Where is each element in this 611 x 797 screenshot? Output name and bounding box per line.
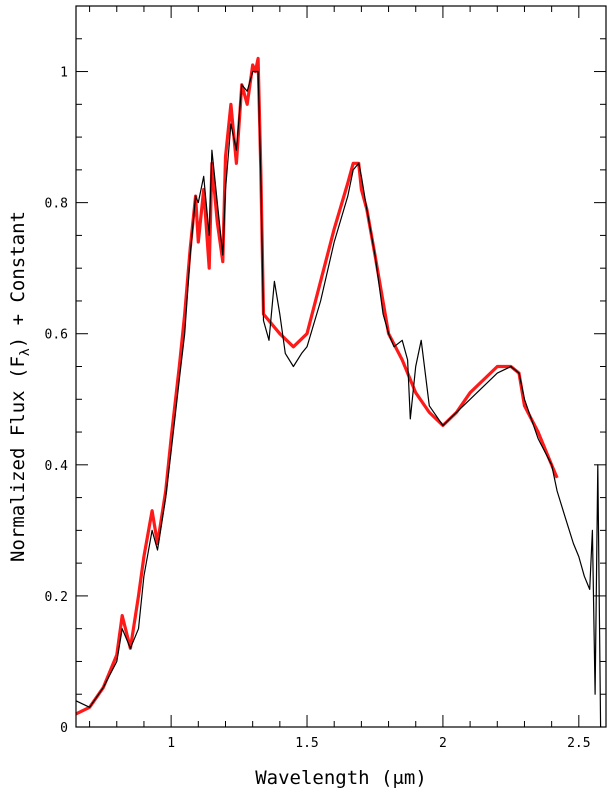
y-axis-title-pre: Normalized Flux (F — [7, 356, 29, 562]
y-axis-title-subscript: λ — [18, 348, 33, 356]
series-line-red — [75, 56, 559, 716]
y-axis-title: Normalized Flux (Fλ) + Constant — [7, 211, 33, 562]
plot-frame — [75, 5, 607, 728]
y-tick-labels: 0 0.2 0.4 0.6 0.8 1 — [45, 66, 69, 736]
y-tick-label: 0 — [60, 721, 68, 736]
y-tick-label: 0.2 — [45, 590, 68, 605]
spectra-layer — [75, 56, 602, 728]
axis-ticks — [76, 5, 607, 728]
x-tick-label: 2.5 — [567, 736, 590, 751]
series-line-black — [75, 70, 602, 728]
y-tick-label: 0.6 — [45, 328, 68, 343]
y-tick-label: 1 — [60, 66, 68, 81]
y-tick-label: 0.8 — [45, 197, 68, 212]
y-axis-title-post: ) + Constant — [7, 211, 29, 348]
x-tick-labels: 1 1.5 2 2.5 — [167, 736, 590, 751]
x-tick-label: 1 — [167, 736, 175, 751]
x-tick-label: 2 — [439, 736, 447, 751]
x-tick-label: 1.5 — [295, 736, 318, 751]
y-tick-label: 0.4 — [45, 459, 69, 474]
x-axis-title: Wavelength (μm) — [255, 767, 427, 789]
